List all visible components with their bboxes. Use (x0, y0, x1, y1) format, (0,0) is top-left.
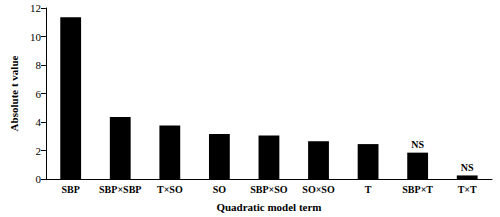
svg-text:SBP×SO: SBP×SO (250, 184, 288, 195)
svg-text:6: 6 (35, 88, 41, 100)
svg-text:Absolute t value: Absolute t value (8, 55, 20, 131)
svg-text:10: 10 (30, 31, 42, 43)
svg-text:12: 12 (30, 2, 41, 14)
svg-text:Quadratic model term: Quadratic model term (216, 201, 321, 213)
svg-text:SO×SO: SO×SO (302, 184, 335, 195)
svg-text:SO: SO (213, 184, 227, 195)
svg-text:8: 8 (35, 59, 41, 71)
svg-text:2: 2 (35, 145, 41, 157)
svg-text:SBP: SBP (62, 184, 80, 195)
svg-text:0: 0 (35, 173, 41, 185)
svg-text:T×SO: T×SO (157, 184, 183, 195)
svg-text:NS: NS (411, 139, 424, 150)
svg-text:T: T (365, 184, 372, 195)
svg-text:4: 4 (35, 116, 41, 128)
svg-text:NS: NS (461, 162, 474, 173)
svg-text:SBP×SBP: SBP×SBP (99, 184, 141, 195)
svg-text:SBP×T: SBP×T (402, 184, 433, 195)
svg-text:T×T: T×T (458, 184, 477, 195)
